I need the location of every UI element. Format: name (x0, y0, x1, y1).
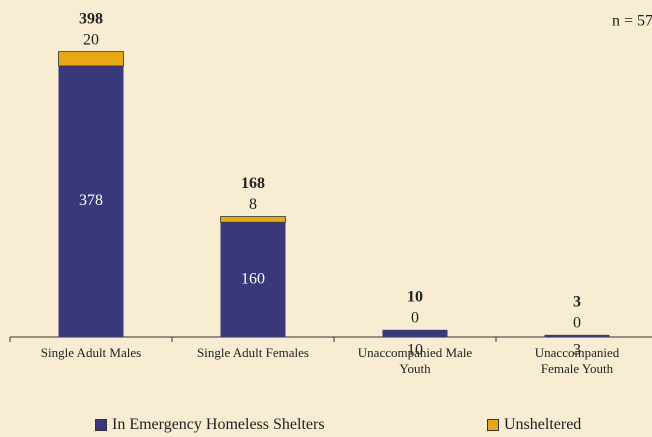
total-label: 398 (79, 10, 103, 27)
total-label: 168 (241, 175, 265, 192)
value-label: 0 (573, 315, 581, 332)
total-label: 3 (573, 294, 581, 311)
bar-segment (58, 51, 124, 67)
value-label: 160 (241, 270, 265, 287)
value-label: 0 (411, 310, 419, 327)
legend-swatch (487, 419, 499, 431)
legend-item: Unsheltered (487, 416, 581, 434)
bar-segment (220, 216, 286, 223)
value-label: 8 (249, 196, 257, 213)
legend-swatch (95, 419, 107, 431)
bar-segment (58, 65, 124, 338)
value-label: 378 (79, 192, 103, 209)
x-tick-label: Single Adult Females (197, 345, 309, 360)
bar-segment (382, 329, 448, 337)
note: n = 57 (612, 13, 652, 30)
bar-segment (220, 222, 286, 337)
value-label: 10 (407, 342, 423, 359)
value-label: 3 (573, 342, 581, 359)
legend-item: In Emergency Homeless Shelters (95, 416, 325, 434)
legend-label: Unsheltered (504, 416, 582, 433)
x-tick-label: Unaccompanied Female Youth (534, 345, 620, 376)
x-tick-label: Single Adult Males (40, 345, 142, 360)
bar-segment (544, 334, 610, 337)
total-label: 10 (407, 289, 423, 306)
x-tick-label: Unaccompanied Male Youth (357, 345, 473, 376)
value-label: 20 (83, 31, 99, 48)
legend-label: In Emergency Homeless Shelters (112, 416, 325, 433)
